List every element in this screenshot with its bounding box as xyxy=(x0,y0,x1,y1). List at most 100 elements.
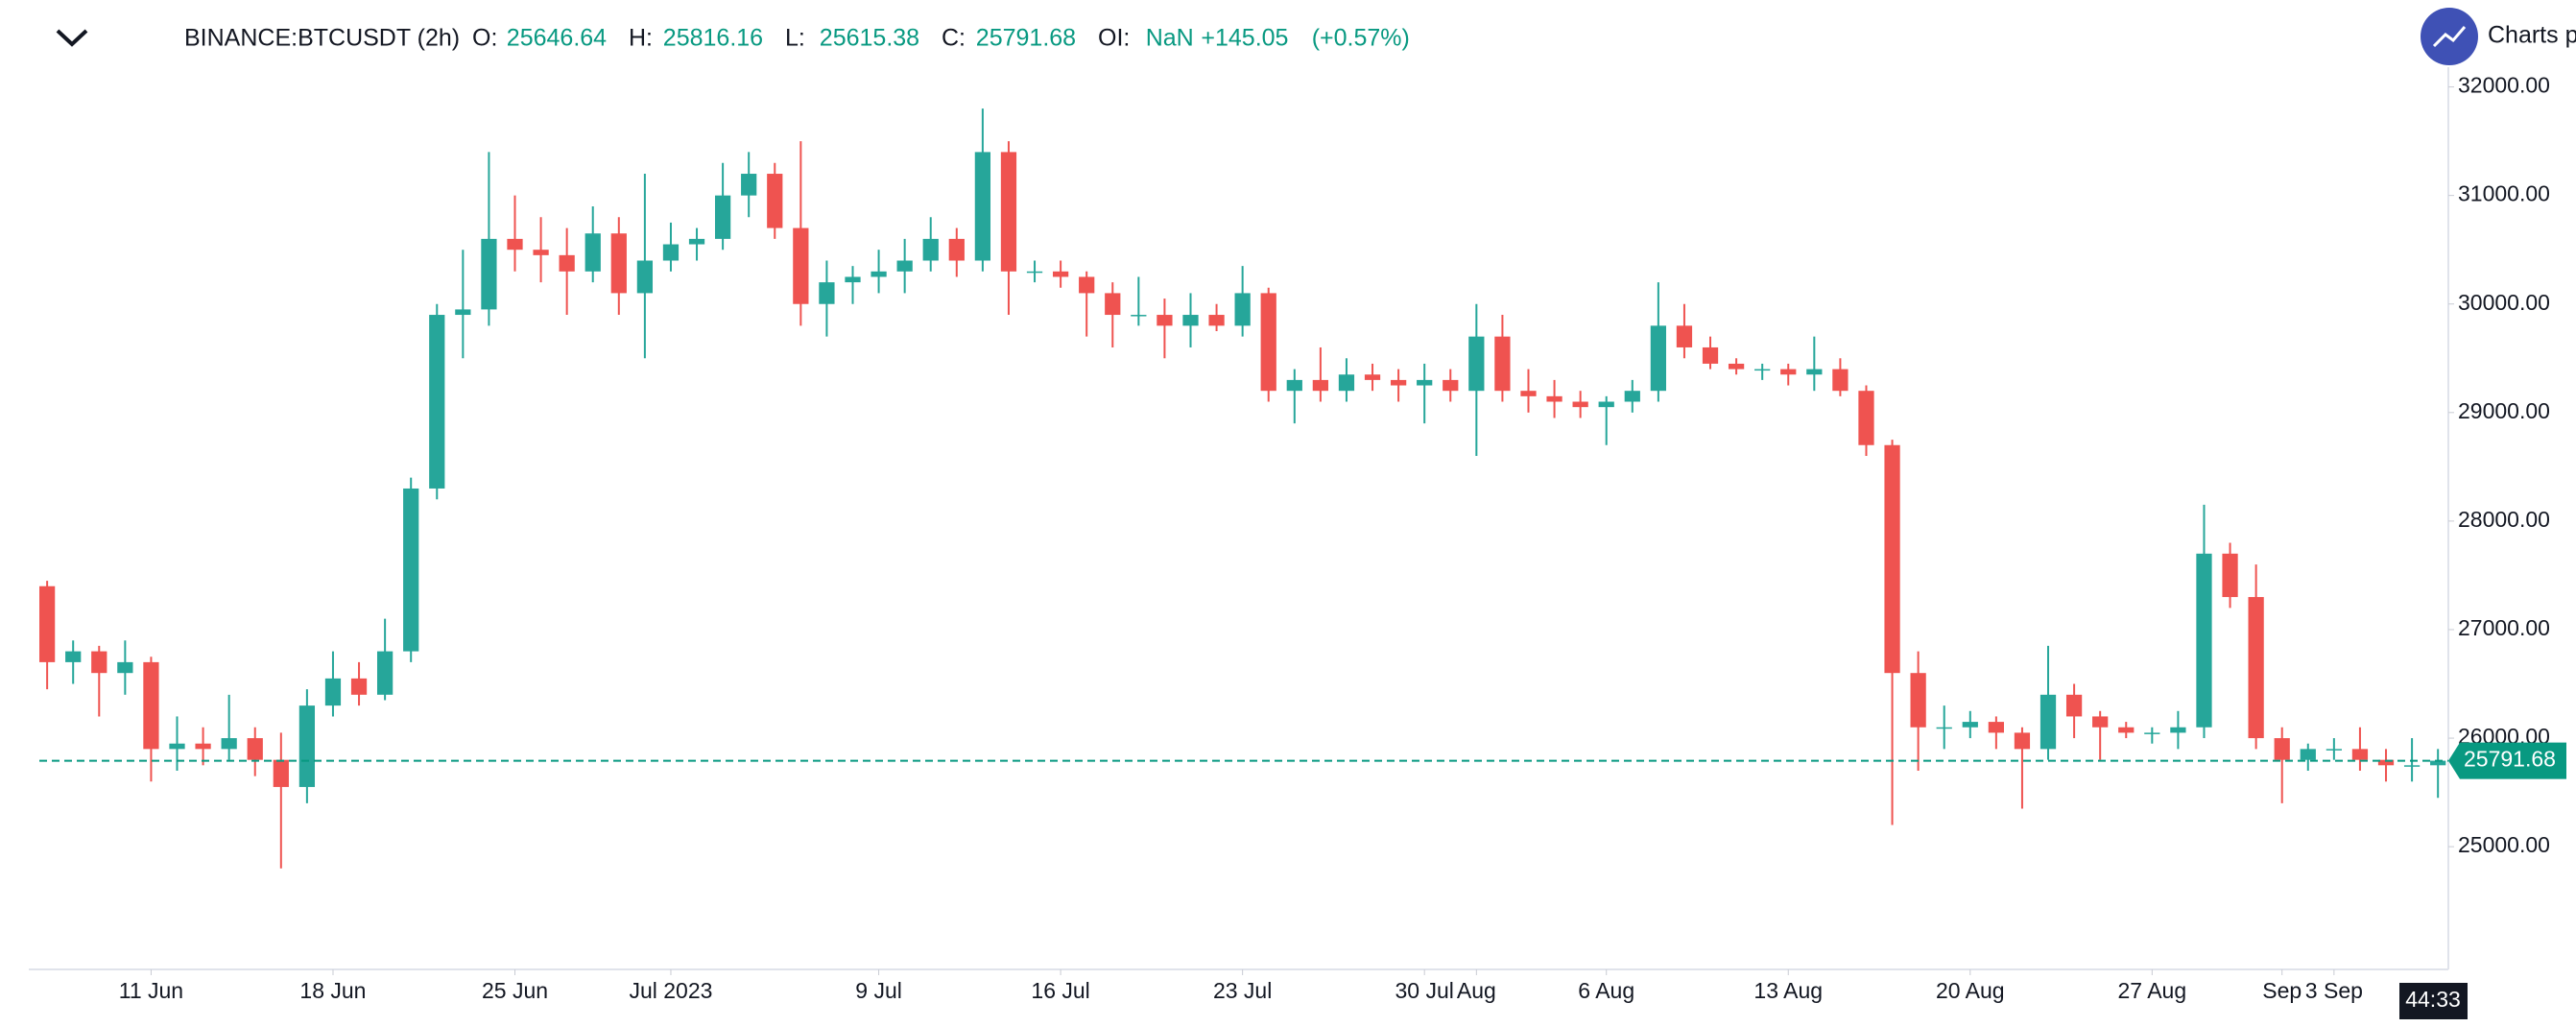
legend-text: 25646.64 xyxy=(507,25,607,52)
last-price-label: 25791.68 xyxy=(2464,747,2556,772)
candle-body xyxy=(1910,673,1926,728)
candle-body xyxy=(1026,271,1043,274)
countdown-box xyxy=(2399,983,2468,1019)
candle-body xyxy=(1443,379,1459,392)
x-tick-label: 23 Jul xyxy=(1213,978,1272,1003)
legend-text: O: xyxy=(472,25,497,52)
x-tick-label: 6 Aug xyxy=(1578,978,1634,1003)
candle-body xyxy=(1676,325,1693,347)
candle-body xyxy=(1468,336,1485,392)
candle-body xyxy=(1572,401,1588,408)
candle-body xyxy=(1286,379,1302,392)
candle-body xyxy=(533,250,549,255)
y-tick-label: 25000.00 xyxy=(2458,832,2550,857)
y-tick-label: 30000.00 xyxy=(2458,290,2550,315)
candle-body xyxy=(688,238,705,245)
candle-body xyxy=(636,260,654,294)
last-price-tag xyxy=(2448,742,2566,779)
candle-body xyxy=(662,244,680,261)
candle-body xyxy=(1546,395,1562,402)
y-tick-label: 29000.00 xyxy=(2458,398,2550,423)
candle-body xyxy=(2065,694,2083,717)
candle-body xyxy=(1624,391,1640,402)
candle-body xyxy=(559,254,575,272)
candle-body xyxy=(324,678,342,706)
candle-body xyxy=(1520,391,1537,396)
y-tick-label: 31000.00 xyxy=(2458,181,2550,206)
candle-body xyxy=(1131,315,1147,317)
legend-text: L: xyxy=(785,25,805,52)
candle-body xyxy=(169,743,185,750)
candle-body xyxy=(1390,379,1407,386)
candle-body xyxy=(1079,276,1095,294)
candle-body xyxy=(39,585,56,662)
candle-body xyxy=(2222,553,2238,598)
candle-body xyxy=(91,651,107,674)
y-tick-label: 27000.00 xyxy=(2458,615,2550,640)
candle-body xyxy=(1650,325,1666,392)
candle-body xyxy=(2430,760,2446,766)
candle-body xyxy=(2274,738,2290,760)
x-tick-label: 25 Jun xyxy=(482,978,548,1003)
candle-body xyxy=(2144,732,2160,734)
legend-text: BINANCE:BTCUSDT (2h) xyxy=(184,25,460,52)
candle-body xyxy=(2039,694,2057,750)
candle-body xyxy=(896,260,913,272)
candle-body xyxy=(1000,152,1017,272)
candle-body xyxy=(1598,401,1614,408)
candle-body xyxy=(1182,315,1199,326)
candle-body xyxy=(1260,293,1276,392)
candle-body xyxy=(819,282,835,304)
candle-body xyxy=(1962,722,1978,728)
x-tick-label: Jul 2023 xyxy=(629,978,712,1003)
candle-body xyxy=(350,678,368,695)
candle-body xyxy=(871,271,887,277)
legend-text: C: xyxy=(942,25,966,52)
x-tick-label: 13 Aug xyxy=(1753,978,1823,1003)
candle-body xyxy=(1234,293,1251,326)
candle-body xyxy=(455,309,471,316)
candle-body xyxy=(1338,374,1355,392)
candle-body xyxy=(117,661,133,674)
candle-body xyxy=(2170,727,2186,733)
candle-body xyxy=(1806,369,1823,375)
legend-text: 25615.38 xyxy=(820,25,919,52)
candle-body xyxy=(1702,346,1719,364)
candle-body xyxy=(1884,444,1900,674)
x-tick-label: 11 Jun xyxy=(119,978,183,1003)
x-tick-label: Aug xyxy=(1457,978,1496,1003)
candle-body xyxy=(741,174,757,196)
candle-body xyxy=(65,651,82,662)
candle-body xyxy=(922,238,939,261)
candle-body xyxy=(1858,391,1874,445)
y-tick-label: 28000.00 xyxy=(2458,507,2550,532)
candle-body xyxy=(2377,759,2395,766)
candle-body xyxy=(584,233,601,272)
candle-body xyxy=(714,195,731,239)
candle-body xyxy=(845,276,861,283)
candle-body xyxy=(1312,379,1328,392)
legend-text: H: xyxy=(629,25,653,52)
candle-body xyxy=(1364,374,1381,380)
candle-body xyxy=(1208,315,1225,326)
candle-body xyxy=(376,651,394,695)
candle-body xyxy=(2326,749,2342,751)
brand-name: Charts p xyxy=(2488,22,2576,49)
candle-body xyxy=(610,233,627,294)
legend-text: (+0.57%) xyxy=(1312,25,1410,52)
legend-text: 25791.68 xyxy=(976,25,1076,52)
candle-body xyxy=(2403,765,2421,767)
legend-text: OI: xyxy=(1098,25,1130,52)
candle-body xyxy=(2300,749,2316,760)
candle-body xyxy=(298,705,316,787)
candle-body xyxy=(948,238,965,261)
candle-body xyxy=(1832,369,1849,392)
candle-body xyxy=(1754,369,1771,371)
candle-body xyxy=(273,759,289,787)
candle-body xyxy=(2351,749,2369,760)
x-tick-label: 3 Sep xyxy=(2305,978,2363,1003)
y-tick-label: 32000.00 xyxy=(2458,73,2550,98)
collapse-chevron[interactable] xyxy=(56,29,88,47)
